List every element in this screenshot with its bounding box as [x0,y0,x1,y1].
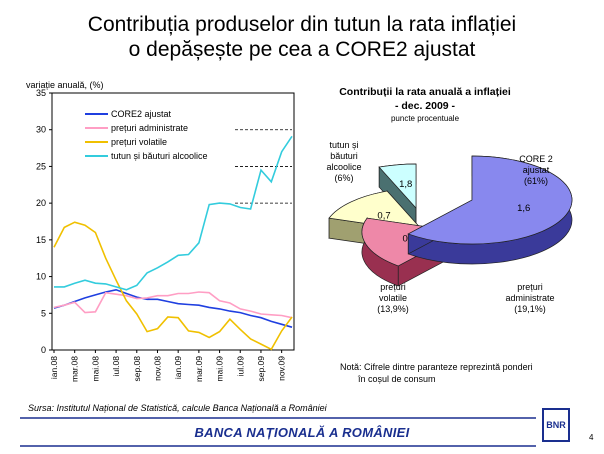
legend-label-0: CORE2 ajustat [111,109,172,119]
x-tick-label: ian.08 [49,356,59,379]
pie-label-core2-share: (61%) [523,176,548,186]
series-line-2 [53,221,293,351]
pie-label-tutun-share: (6%) [334,173,354,183]
x-tick-label: sep.09 [256,356,266,382]
pie-label-administrate: prețuri administrate (19,1%) [490,282,570,315]
pie-unit: puncte procentuale [390,114,460,123]
y-tick-label: 15 [36,235,46,245]
legend-label-2: prețuri volatile [111,137,167,147]
pie-label-volatile-line1: prețuri [380,282,406,292]
x-tick-label: nov.09 [277,356,287,381]
pie-slice-0 [407,155,573,245]
x-tick-label: iul.08 [111,356,121,377]
pie-label-core2-line2: ajustat [522,165,550,175]
y-tick-label: 5 [41,308,46,318]
series-line-3 [54,135,293,291]
pie-slice-2 [328,190,425,233]
x-tick-label: mar.08 [70,356,80,382]
bnr-logo: BNR [542,408,570,442]
page-number: 4 [589,433,594,442]
pie-value-label-0: 1,6 [517,203,530,214]
series-line-1 [53,291,293,319]
bnr-logo-text: BNR [546,420,566,430]
pie-note-line1: Notă: Cifrele dintre paranteze reprezint… [340,362,533,372]
x-tick-label: nov.08 [152,356,162,381]
source-note: Sursa: Institutul Național de Statistică… [28,403,327,413]
y-tick-label: 30 [36,125,46,135]
pie-label-tutun-line3: alcoolice [326,162,362,172]
pie-slice-3 [378,163,417,209]
series-line-0 [53,288,293,328]
pie-label-volatile-share: (13,9%) [377,304,409,314]
x-tick-label: mar.09 [194,356,204,382]
pie-label-administrate-share: (19,1%) [514,304,546,314]
legend-label-1: prețuri administrate [111,123,188,133]
pie-label-volatile-line2: volatile [378,293,407,303]
pie-label-volatile: prețuri volatile (13,9%) [358,282,428,315]
slide-title-line2: o depășește pe cea a CORE2 ajustat [128,38,476,61]
x-tick-label: mai.09 [215,356,225,382]
x-tick-label: sep.08 [132,356,142,382]
y-tick-label: 0 [41,345,46,355]
legend-label-3: tutun și băuturi alcoolice [111,151,208,161]
y-tick-label: 10 [36,272,46,282]
y-axis-label: variație anuală, (%) [26,80,104,90]
y-tick-label: 25 [36,161,46,171]
pie-note: Notă: Cifrele dintre paranteze reprezint… [340,361,533,385]
pie-label-administrate-line2: administrate [505,293,555,303]
pie-note-line2: în coșul de consum [358,374,436,384]
x-tick-label: mai.08 [90,356,100,382]
pie-label-tutun-line2: băuturi [330,151,358,161]
pie-subtitle: - dec. 2009 - [394,100,456,112]
pie-label-administrate-line1: prețuri [517,282,543,292]
pie-value-label-2: 0,7 [377,210,390,221]
pie-label-core2: CORE 2 ajustat (61%) [506,154,566,187]
y-tick-label: 35 [36,88,46,98]
pie-label-tutun: tutun și băuturi alcoolice (6%) [316,140,372,184]
plot-area [51,92,295,351]
y-tick-label: 20 [36,198,46,208]
pie-title: Contribuții la rata anuală a inflației [339,86,511,98]
footer-bank-name: BANCA NAȚIONALĂ A ROMÂNIEI [194,425,410,440]
pie-label-core2-line1: CORE 2 [519,154,553,164]
slide-title-line1: Contribuția produselor din tutun la rata… [87,13,517,36]
pie-label-tutun-line1: tutun și [329,140,359,150]
x-tick-label: ian.09 [173,356,183,379]
pie-value-label-3: 1,8 [399,179,412,190]
x-tick-label: iul.09 [235,356,245,377]
